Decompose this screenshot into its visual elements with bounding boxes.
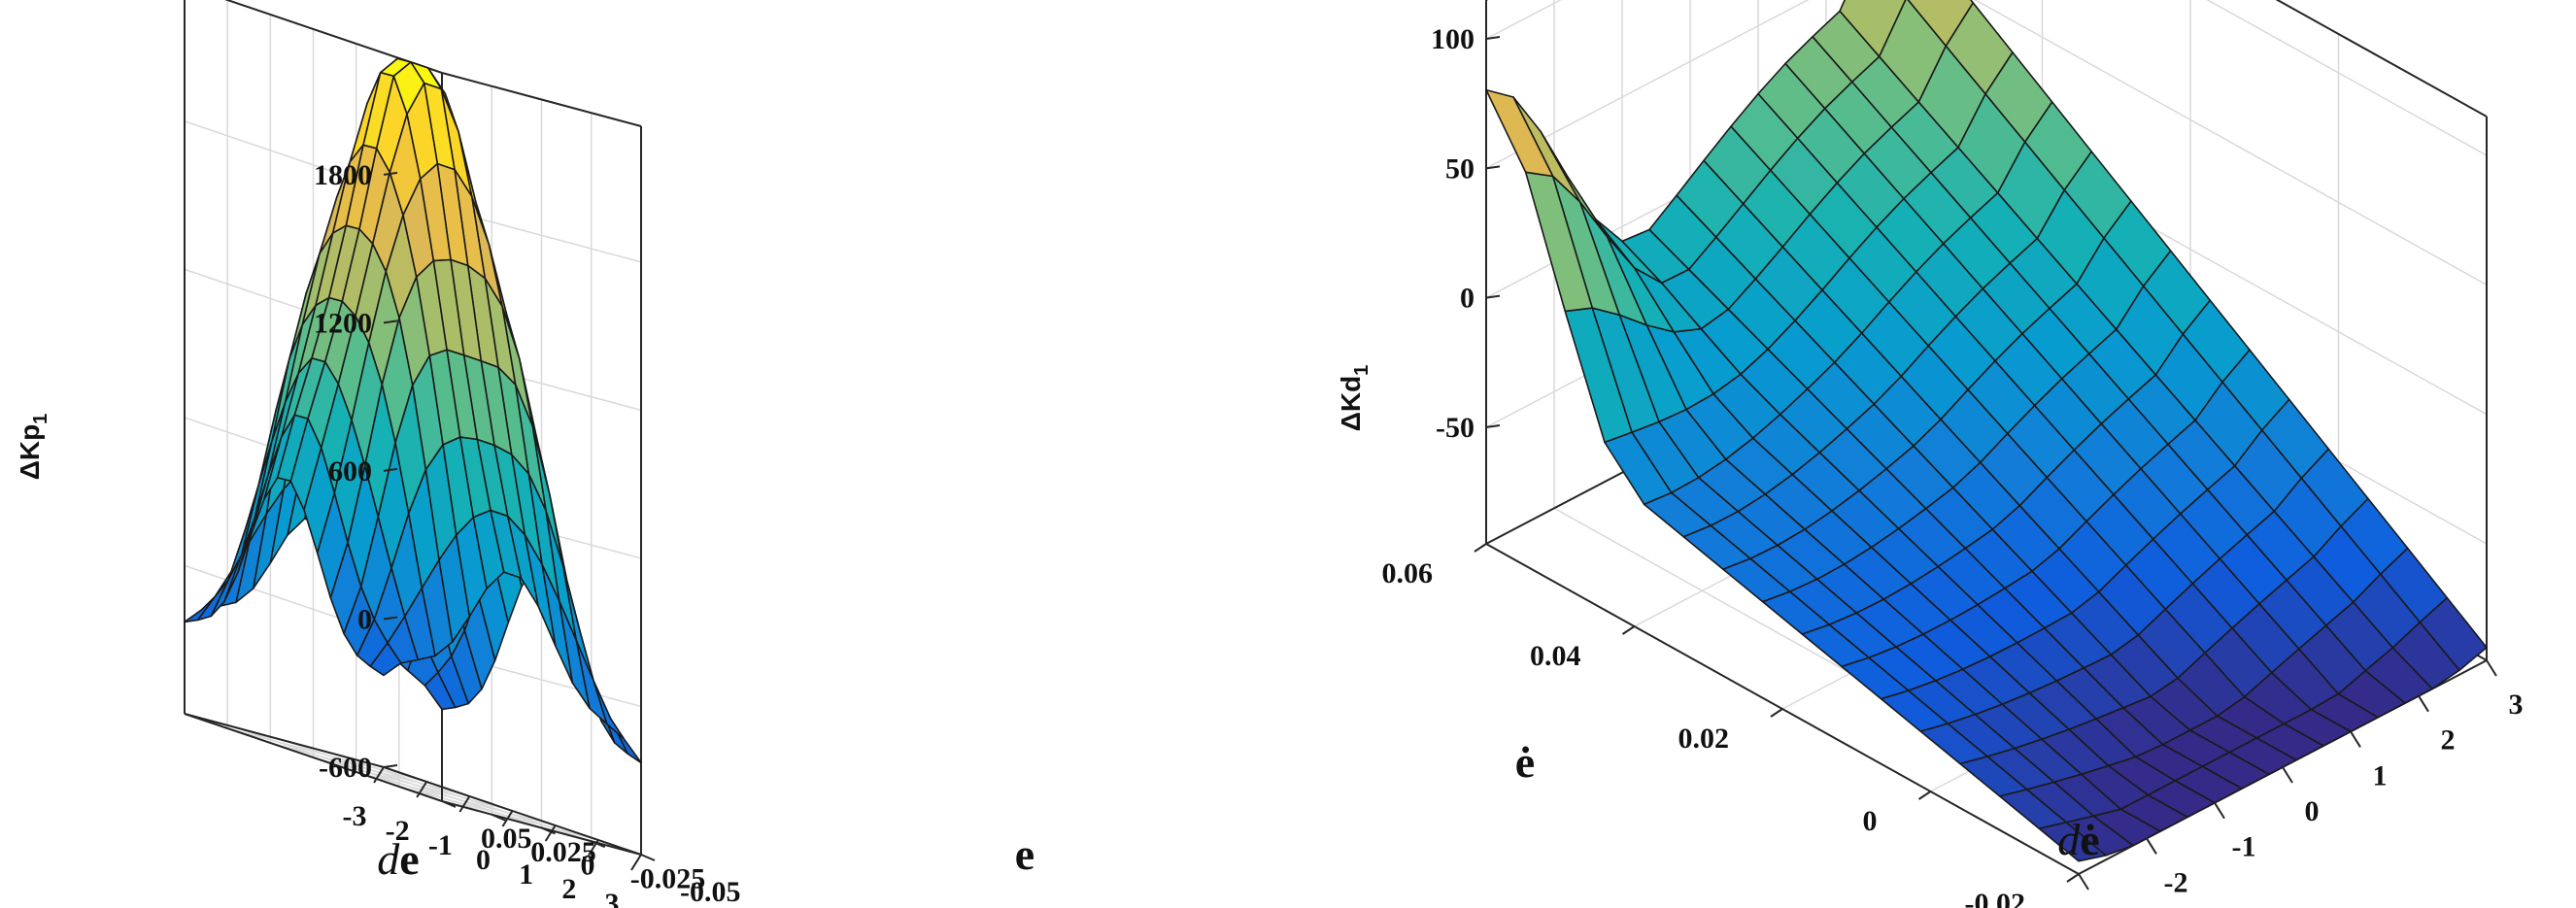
x-tick-mark (458, 795, 471, 813)
z-tick-mark (383, 764, 398, 768)
frame-edge (184, 713, 443, 802)
y-tick-mark (591, 840, 606, 849)
x-tick-mark (2146, 837, 2157, 855)
z-axis-label-subscript: 1 (30, 414, 51, 424)
surface-facet (369, 642, 402, 677)
z-tick-mark (1485, 424, 1501, 428)
x-tick-mark (630, 854, 642, 871)
surface-facet (2038, 822, 2107, 862)
x-tick-label: 2 (2441, 724, 2456, 757)
z-tick-label: 100 (1431, 23, 1474, 55)
x-axis-label-main: ė (2080, 815, 2099, 864)
tick-labels: -50 0 50 100 -3 -2 -1 0 1 2 3 -0.02 0 0.02 0.04 0.06 (1382, 23, 2524, 908)
y-grid-line (333, 753, 592, 842)
z-tick-label: 600 (328, 455, 372, 488)
y-tick-mark (1917, 790, 1932, 800)
x-tick-mark (2078, 873, 2089, 891)
z-tick-mark (383, 467, 398, 472)
x-tick-mark (501, 810, 514, 827)
x-tick-label: -3 (2096, 902, 2120, 908)
frame-edge (2275, 0, 2488, 118)
x-tick-label: 1 (519, 858, 533, 891)
x-axis-label: dė (2057, 815, 2099, 864)
y-tick-mark (541, 826, 556, 835)
y-tick-mark (2066, 873, 2080, 883)
y-tick-label: 0.06 (1382, 557, 1434, 589)
x-tick-label: 2 (561, 873, 576, 905)
z-tick-mark (1485, 36, 1501, 40)
x-tick-mark (2282, 766, 2293, 784)
z-tick-mark (1485, 294, 1501, 299)
y-tick-mark (1474, 543, 1487, 553)
z-tick-label: 0 (1460, 283, 1474, 315)
x-tick-label: -2 (386, 815, 410, 847)
x-tick-mark (373, 766, 385, 784)
x-axis-label-prefix: d (377, 834, 400, 884)
x-tick-label: -1 (428, 829, 453, 861)
z-tick-mark (383, 616, 398, 621)
z-tick-label: -600 (319, 752, 372, 784)
x-tick-label: 3 (2509, 689, 2524, 721)
z-tick-label: 0 (357, 603, 372, 635)
kd-surface-chart: -50 0 50 100 -3 -2 -1 0 1 2 3 -0.02 0 0.02 0.04 0.06 ΔKd… (1336, 0, 2524, 908)
z-axis-label: ΔKp1 (15, 414, 51, 481)
x-tick-label: -2 (2164, 866, 2188, 898)
z-tick-mark (383, 171, 398, 176)
z-tick-label: 50 (1445, 152, 1474, 185)
y-tick-label: 0 (1863, 805, 1878, 837)
z-tick-label: 1200 (314, 307, 372, 339)
x-tick-mark (2418, 695, 2429, 713)
x-axis-label-main: e (399, 834, 419, 884)
z-tick-label: 1800 (314, 159, 372, 191)
y-tick-label: -0.05 (680, 876, 741, 908)
y-tick-label: -0.02 (1965, 888, 2026, 908)
x-tick-mark (2350, 730, 2361, 748)
frame-edge (184, 713, 385, 768)
y-tick-label: 0.04 (1530, 640, 1581, 672)
x-tick-mark (544, 824, 557, 842)
z-axis-label-main: ΔKd (1336, 376, 1366, 431)
x-tick-label: -1 (2232, 831, 2256, 863)
y-grid-line (284, 739, 542, 829)
y-tick-label: 0 (581, 850, 595, 882)
x-tick-mark (416, 781, 428, 798)
y-tick-label: 0.02 (1678, 723, 1730, 755)
x-tick-mark (2214, 802, 2225, 820)
y-tick-label: 0.05 (481, 823, 532, 855)
x-tick-label: 1 (2373, 759, 2388, 791)
x-axis-label-prefix: d (2057, 815, 2081, 864)
x-tick-mark (2486, 659, 2497, 677)
y-tick-mark (1621, 625, 1636, 635)
y-axis-label: e (1015, 829, 1034, 879)
z-tick-mark (1485, 165, 1501, 170)
y-tick-label: -0.025 (630, 862, 706, 894)
y-grid-line (234, 726, 492, 816)
x-tick-label: 0 (2305, 795, 2320, 827)
x-tick-label: 0 (476, 844, 491, 876)
x-tick-label: -3 (343, 800, 367, 832)
y-tick-mark (640, 854, 656, 861)
z-axis-label-subscript: 1 (1351, 365, 1373, 376)
z-grid-line (2206, 0, 2488, 156)
x-axis-label: de (377, 834, 419, 884)
surface (1485, 0, 2488, 862)
x-tick-label: 3 (605, 888, 620, 908)
y-tick-mark (1770, 708, 1783, 718)
z-axis-label-main: ΔKp (15, 424, 45, 480)
z-tick-mark (383, 319, 398, 324)
y-tick-mark (491, 813, 506, 822)
y-tick-mark (441, 800, 457, 808)
z-axis-label: ΔKd1 (1336, 365, 1373, 432)
y-axis-label: ė (1515, 737, 1535, 787)
surface (184, 57, 642, 764)
y-tick-label: 0.025 (530, 836, 596, 868)
z-tick-label: -50 (1436, 412, 1474, 444)
frame-edge (441, 72, 642, 127)
